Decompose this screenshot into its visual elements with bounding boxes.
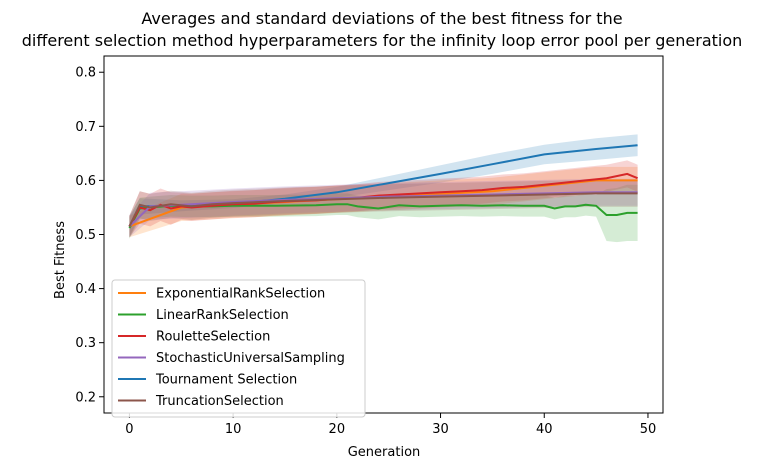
x-tick-label: 50 (640, 422, 657, 437)
legend-label-tournament-selection: Tournament Selection (155, 373, 297, 388)
y-tick-label: 0.4 (75, 282, 96, 297)
x-tick-label: 0 (125, 422, 133, 437)
legend-box (111, 279, 366, 418)
legend-label-rouletteselection: RouletteSelection (156, 330, 270, 345)
x-tick-label: 40 (536, 422, 553, 437)
y-tick-label: 0.8 (75, 66, 96, 81)
legend-label-truncationselection: TruncationSelection (155, 394, 284, 409)
series-line-truncationselection (128, 192, 638, 227)
y-tick-label: 0.6 (75, 174, 96, 189)
std-band-linearrankselection (129, 184, 638, 243)
legend-label-linearrankselection: LinearRankSelection (156, 308, 289, 323)
legend: ExponentialRankSelection LinearRankSelect… (111, 279, 366, 418)
chart-title-line-2: different selection method hyperparamete… (22, 31, 743, 50)
y-tick-label: 0.2 (75, 390, 96, 405)
x-tick-label: 10 (225, 422, 242, 437)
std-bands (129, 134, 638, 243)
std-band-exponentialrankselection (129, 166, 638, 238)
y-tick-label: 0.7 (75, 120, 96, 135)
y-tick-label: 0.5 (75, 228, 96, 243)
legend-label-exponentialrankselection: ExponentialRankSelection (156, 287, 325, 302)
x-axis-label: Generation (348, 445, 421, 460)
x-tick-label: 20 (329, 422, 346, 437)
x-tick-label: 30 (432, 422, 449, 437)
mean-lines (128, 144, 638, 229)
legend-label-stochasticuniversalsampling: StochasticUniversalSampling (156, 351, 345, 366)
y-axis: 0.2 0.3 0.4 0.5 0.6 0.7 0.8 (75, 66, 104, 405)
y-axis-label: Best Fitness (53, 221, 68, 299)
y-tick-label: 0.3 (75, 336, 96, 351)
chart-title-line-1: Averages and standard deviations of the … (141, 9, 622, 28)
